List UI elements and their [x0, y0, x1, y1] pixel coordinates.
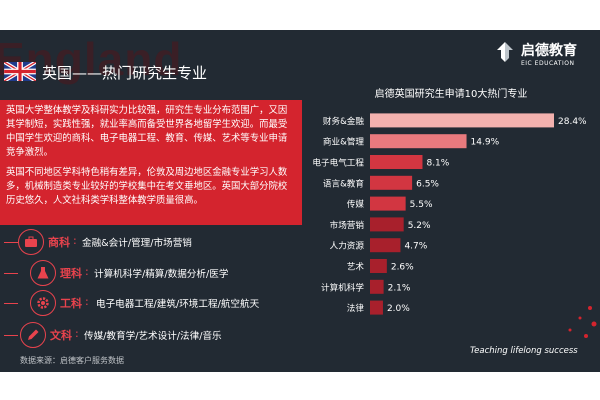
subject-name: 文科 [50, 329, 72, 342]
briefcase-icon [25, 236, 37, 247]
category-label: 市场营销 [330, 219, 365, 231]
subject-business: 商科 : 金融&会计/管理/市场营销 [0, 229, 300, 257]
logo-text-en: EIC EDUCATION [521, 60, 575, 67]
uk-flag-icon [4, 62, 36, 81]
subject-detail: 金融&会计/管理/市场营销 [82, 238, 192, 249]
category-label: 艺术 [347, 261, 365, 273]
category-label: 人力资源 [330, 240, 365, 252]
value-label: 4.7% [404, 242, 427, 252]
pen-icon [28, 329, 39, 340]
value-label: 2.0% [387, 304, 410, 314]
chart-title: 启德英国研究生申请10大热门专业 [375, 87, 528, 100]
value-label: 5.5% [410, 200, 433, 210]
flask-icon [37, 267, 49, 279]
category-label: 语言&教育 [323, 177, 364, 189]
category-label: 传媒 [347, 198, 365, 210]
category-label: 法律 [347, 302, 365, 314]
intro-panel: 英国大学整体教学及科研实力比较强，研究生专业分布范围广，又因其学制短，实践性强，… [0, 100, 302, 225]
bar [370, 134, 467, 149]
category-label: 财务&金融 [323, 115, 364, 127]
value-label: 6.5% [416, 179, 439, 189]
subject-humanities: 文科 : 传媒/教育学/艺术设计/法律/音乐 [0, 322, 300, 350]
gear-icon [37, 297, 49, 309]
subject-name: 商科 [48, 236, 70, 249]
bar [370, 300, 383, 315]
category-label: 计算机科学 [321, 281, 364, 293]
bar [370, 175, 413, 190]
bar [370, 279, 384, 294]
page-title: 英国——热门研究生专业 [42, 64, 208, 82]
category-label: 商业&管理 [323, 136, 364, 148]
intro-paragraph: 英国不同地区学科特色稍有差异，伦敦及周边地区金融专业学习人数多，机械制造类专业较… [6, 167, 288, 206]
subject-detail: 电子电器工程/建筑/环境工程/航空航天 [96, 299, 260, 310]
slide: England 英国——热门研究生专业 启德教育 EIC EDUCATION 英… [0, 30, 600, 372]
bar [370, 217, 404, 232]
value-label: 2.6% [391, 263, 414, 273]
subject-detail: 计算机科学/精算/数据分析/医学 [94, 269, 229, 280]
bar [370, 238, 401, 253]
decorative-dots [568, 306, 597, 338]
value-label: 14.9% [471, 138, 500, 148]
subject-name: 理科 [60, 267, 82, 280]
logo-text-cn: 启德教育 [521, 43, 577, 59]
subject-engineering: 工科 : 电子电器工程/建筑/环境工程/航空航天 [0, 290, 300, 318]
subject-science: 理科 : 计算机科学/精算/数据分析/医学 [0, 260, 300, 288]
bar [370, 259, 387, 273]
bar [370, 196, 406, 211]
value-label: 28.4% [558, 117, 587, 127]
value-label: 2.1% [388, 283, 411, 293]
logo-mark-icon [497, 42, 513, 62]
data-source-note: 数据来源：启德客户服务数据 [20, 356, 124, 365]
tagline: Teaching lifelong success [470, 346, 578, 356]
bar [370, 113, 554, 128]
subject-detail: 传媒/教育学/艺术设计/法律/音乐 [84, 331, 222, 342]
category-label: 电子电气工程 [312, 157, 364, 169]
bar [370, 155, 423, 169]
subject-name: 工科 [60, 297, 82, 310]
value-label: 8.1% [426, 159, 449, 169]
intro-paragraph: 英国大学整体教学及科研实力比较强，研究生专业分布范围广，又因其学制短，实践性强，… [6, 105, 288, 158]
company-logo: 启德教育 EIC EDUCATION [493, 40, 593, 76]
value-label: 5.2% [408, 221, 431, 231]
